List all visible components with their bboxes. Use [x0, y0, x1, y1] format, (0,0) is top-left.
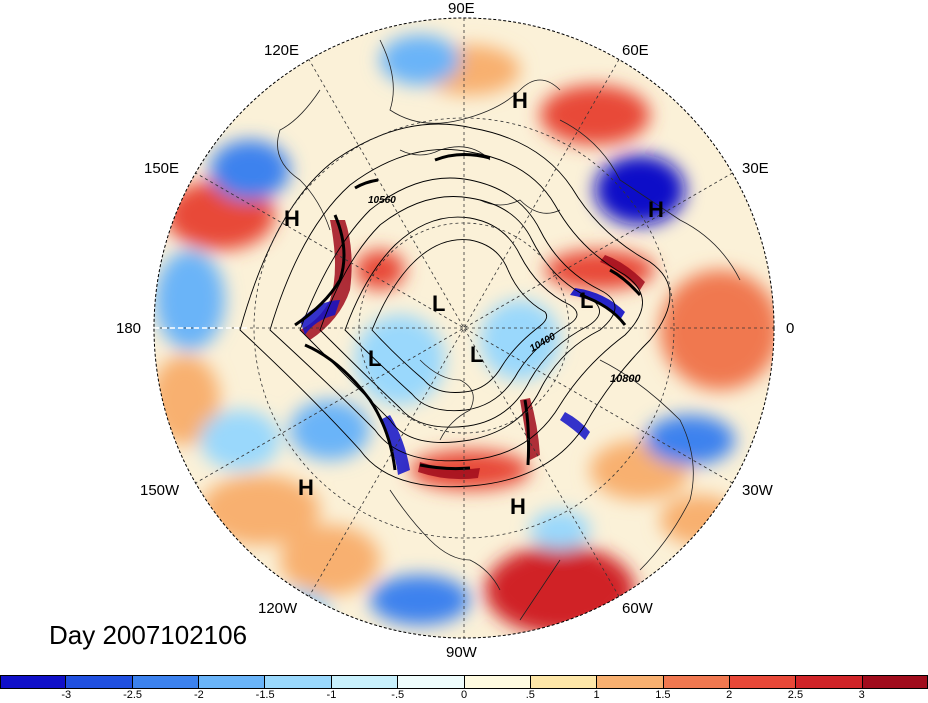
lon-label-60e: 60E — [622, 42, 649, 59]
lon-label-150e: 150E — [144, 160, 180, 177]
lon-label-30e: 30E — [742, 160, 769, 177]
lon-label-60w: 60W — [622, 600, 653, 617]
colorbar-tick-label: .5 — [525, 689, 535, 701]
anomaly-field — [154, 18, 774, 638]
colorbar-cell — [464, 675, 531, 689]
colorbar-ticks: -3 -2.5 -2 -1.5 -1 -.5 0 .5 1 1.5 2 2.5 3 — [0, 689, 928, 703]
colorbar-cell — [66, 675, 133, 689]
day-label: Day 2007102106 — [49, 620, 248, 650]
height-contours — [239, 123, 671, 488]
lon-label-30w: 30W — [742, 482, 773, 499]
colorbar-cell — [265, 675, 332, 689]
contour-label-10800: 10800 — [610, 373, 641, 385]
colorbar-cell — [796, 675, 863, 689]
colorbar-cell — [597, 675, 664, 689]
colorbar-tick-label: -.5 — [391, 689, 405, 701]
low-marker: L — [432, 291, 445, 316]
high-marker: H — [512, 88, 528, 113]
lon-label-0: 0 — [786, 320, 795, 337]
colorbar-cell — [199, 675, 266, 689]
low-marker: L — [580, 288, 593, 313]
colorbar-cell — [132, 675, 200, 689]
colorbar-tick-label: 3 — [858, 689, 865, 701]
high-marker: H — [298, 475, 314, 500]
map-boundary — [153, 17, 775, 639]
colorbar-tick-label: -1 — [326, 689, 337, 701]
lon-label-120e: 120E — [264, 42, 300, 59]
lon-label-150w: 150W — [140, 482, 180, 499]
high-marker: H — [510, 494, 526, 519]
high-marker: H — [648, 197, 664, 222]
contour-label-10560: 10560 — [368, 195, 396, 206]
colorbar-cell — [663, 675, 730, 689]
colorbar-tick-label: 2.5 — [787, 689, 804, 701]
polar-map: 10560 10400 10800 H H H H H L L L L — [153, 17, 775, 639]
colorbar-tick-label: -2.5 — [123, 689, 143, 701]
colorbar-cell — [398, 675, 465, 689]
colorbar-tick-label: 1 — [593, 689, 600, 701]
colorbar-tick-label: -2 — [193, 689, 204, 701]
colorbar-cell — [331, 675, 399, 689]
colorbar-tick-label: 0 — [460, 689, 468, 701]
lon-label-90w: 90W — [446, 644, 477, 661]
low-marker: L — [470, 342, 483, 367]
high-marker: H — [284, 206, 300, 231]
lon-label-90e: 90E — [448, 0, 475, 17]
colorbar-cell — [0, 675, 67, 689]
coastlines — [277, 39, 741, 621]
colorbar-cell — [862, 675, 928, 689]
colorbar-cell — [729, 675, 797, 689]
lon-label-120w: 120W — [258, 600, 298, 617]
low-marker: L — [368, 346, 381, 371]
lon-label-180: 180 — [116, 320, 142, 337]
colorbar-tick-label: -1.5 — [255, 689, 275, 701]
colorbar-tick-label: 1.5 — [655, 689, 671, 701]
colorbar — [0, 675, 928, 689]
colorbar-cell — [530, 675, 598, 689]
graticule — [154, 18, 774, 638]
colorbar-tick-label: 2 — [726, 689, 733, 701]
colorbar-tick-label: -3 — [61, 689, 72, 701]
